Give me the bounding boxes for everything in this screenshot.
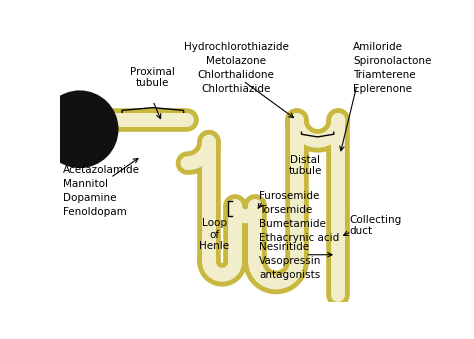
Text: Nesiritide
Vasopressin
antagonists: Nesiritide Vasopressin antagonists [259, 242, 321, 280]
Text: Amiloride
Spironolactone
Triamterene
Eplerenone: Amiloride Spironolactone Triamterene Epl… [353, 42, 431, 94]
Ellipse shape [65, 103, 107, 155]
Text: Hydrochlorothiazide
Metolazone
Chlorthalidone
Chlorthiazide: Hydrochlorothiazide Metolazone Chlorthal… [183, 42, 289, 94]
Text: Furosemide
Torsemide
Bumetamide
Ethacrynic acid: Furosemide Torsemide Bumetamide Ethacryn… [259, 191, 339, 243]
Circle shape [45, 95, 114, 164]
Text: Proximal
tubule: Proximal tubule [130, 67, 175, 88]
Text: Acetazolamide
Mannitol
Dopamine
Fenoldopam: Acetazolamide Mannitol Dopamine Fenoldop… [63, 165, 140, 217]
Circle shape [45, 95, 114, 164]
Text: Distal
tubule: Distal tubule [289, 155, 322, 176]
Text: Collecting
duct: Collecting duct [349, 215, 401, 236]
Circle shape [45, 95, 114, 164]
Text: Loop
of
Henle: Loop of Henle [200, 218, 229, 251]
